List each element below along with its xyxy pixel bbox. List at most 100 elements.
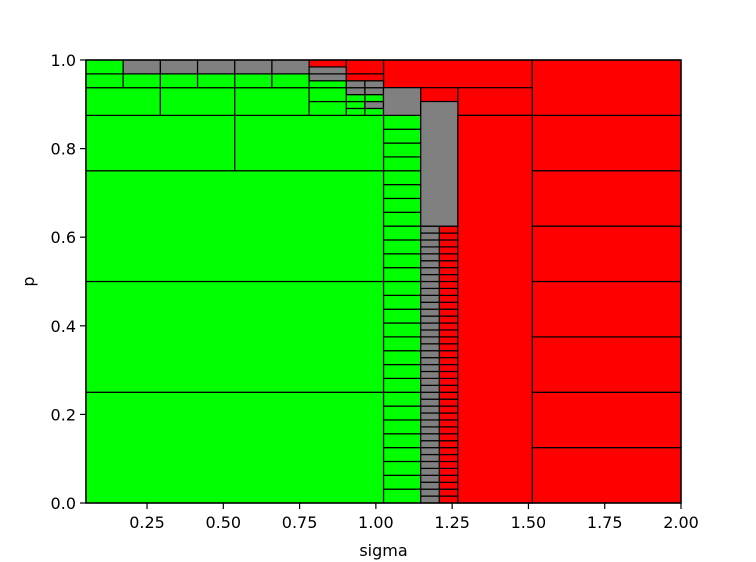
heatmap-cell-gray	[420, 225, 440, 234]
heatmap-cell-red	[438, 308, 459, 317]
heatmap-cell-gray	[420, 453, 440, 463]
heatmap-cell-red	[308, 59, 347, 68]
heatmap-cell-gray	[420, 343, 440, 352]
heatmap-cell-red	[438, 391, 459, 400]
heatmap-cell-red	[438, 329, 459, 338]
heatmap-cell-green	[382, 239, 422, 255]
x-tick-label: 0.75	[282, 513, 318, 532]
heatmap-cell-green	[382, 474, 422, 490]
heatmap-cell-green	[382, 488, 422, 504]
heatmap-cell-green	[382, 447, 422, 463]
heatmap-cell-gray	[420, 357, 440, 366]
heatmap-cell-green	[345, 100, 366, 110]
heatmap-cell-green	[382, 183, 422, 200]
x-tick-label: 0.25	[129, 513, 165, 532]
heatmap-cell-green	[234, 87, 310, 116]
heatmap-cell-green	[382, 350, 422, 366]
heatmap-cell-green	[382, 197, 422, 213]
heatmap-cell-green	[308, 80, 347, 89]
heatmap-cell-green	[345, 107, 366, 116]
heatmap-cell-green	[382, 280, 422, 296]
heatmap-cell-red	[457, 87, 533, 116]
heatmap-cell-green	[382, 322, 422, 338]
heatmap-cell-green	[271, 73, 310, 89]
heatmap-cell-red	[438, 481, 459, 490]
heatmap-cell-gray	[420, 440, 440, 449]
y-tick-label: 0.8	[51, 140, 76, 159]
heatmap-cell-red	[531, 225, 682, 283]
heatmap-cell-red	[438, 433, 459, 442]
heatmap-cell-red	[438, 246, 459, 255]
heatmap-cell-gray	[308, 66, 347, 75]
heatmap-cell-gray	[420, 419, 440, 428]
heatmap-cell-red	[531, 447, 682, 504]
heatmap-cell-gray	[420, 294, 440, 303]
y-tick-label: 0.0	[51, 494, 76, 513]
heatmap-cell-gray	[420, 287, 440, 296]
heatmap-cell-gray	[382, 87, 422, 116]
heatmap-cell-green	[308, 100, 347, 116]
heatmap-cell-green	[85, 73, 124, 89]
heatmap-cell-red	[438, 426, 459, 435]
heatmap-cell-red	[531, 336, 682, 393]
heatmap-cell-gray	[420, 377, 440, 386]
heatmap-cell-green	[85, 59, 124, 75]
x-tick-label: 2.00	[663, 513, 699, 532]
heatmap-cell-green	[382, 170, 422, 186]
heatmap-cell-red	[438, 370, 459, 380]
heatmap-cell-gray	[420, 280, 440, 290]
heatmap-cell-gray	[420, 308, 440, 317]
heatmap-cell-red	[438, 357, 459, 366]
heatmap-cell-red	[438, 336, 459, 345]
heatmap-cell-red	[531, 170, 682, 227]
heatmap-cell-green	[85, 114, 236, 172]
heatmap-cell-green	[159, 87, 236, 116]
heatmap-cell-red	[438, 267, 459, 276]
heatmap-cell-gray	[420, 100, 459, 227]
heatmap-cell-green	[382, 114, 422, 130]
heatmap-cell-red	[438, 225, 459, 234]
heatmap-cell-green	[85, 170, 385, 283]
heatmap-cell-red	[438, 453, 459, 463]
heatmap-cell-gray	[364, 100, 385, 110]
heatmap-cell-green	[308, 87, 347, 103]
heatmap-cell-gray	[420, 384, 440, 393]
heatmap-cell-gray	[420, 260, 440, 269]
heatmap-cell-gray	[364, 80, 385, 89]
x-axis: 0.25 0.50 0.75 1.00 1.25 1.50 1.75 2.00	[129, 503, 699, 532]
plot-frame	[85, 59, 682, 504]
heatmap-cell-red	[345, 73, 385, 82]
heatmap-cell-gray	[345, 87, 366, 96]
heatmap-cell-gray	[420, 460, 440, 469]
heatmap-cell-red	[438, 343, 459, 352]
heatmap-cell-gray	[345, 80, 366, 89]
heatmap-cell-gray	[308, 73, 347, 82]
x-axis-label: sigma	[359, 541, 407, 560]
heatmap-cell-red	[438, 287, 459, 296]
heatmap-cell-green	[85, 391, 385, 504]
heatmap-cell-gray	[420, 447, 440, 456]
heatmap-cell-green	[382, 460, 422, 476]
heatmap-cell-red	[531, 59, 682, 116]
heatmap-cell-green	[382, 391, 422, 407]
heatmap-cell-red	[438, 232, 459, 241]
heatmap-cell-green	[382, 156, 422, 172]
heatmap-cell-red	[438, 440, 459, 449]
heatmap-cell-gray	[420, 398, 440, 407]
heatmap-cell-green	[382, 363, 422, 380]
heatmap-cell-gray	[420, 488, 440, 497]
heatmap-cell-red	[438, 315, 459, 324]
heatmap-cell-red	[345, 59, 385, 75]
heatmap-cell-gray	[420, 301, 440, 310]
heatmap-cell-green	[382, 336, 422, 352]
heatmap-cell-green	[382, 128, 422, 144]
heatmap-cell-red	[438, 488, 459, 497]
heatmap-cell-green	[85, 280, 385, 393]
heatmap-cell-red	[438, 419, 459, 428]
heatmap-cell-gray	[420, 412, 440, 421]
heatmap-cell-green	[364, 94, 385, 103]
heatmap-cell-green	[382, 419, 422, 435]
heatmap-cell-red	[438, 363, 459, 373]
x-tick-label: 1.25	[434, 513, 470, 532]
